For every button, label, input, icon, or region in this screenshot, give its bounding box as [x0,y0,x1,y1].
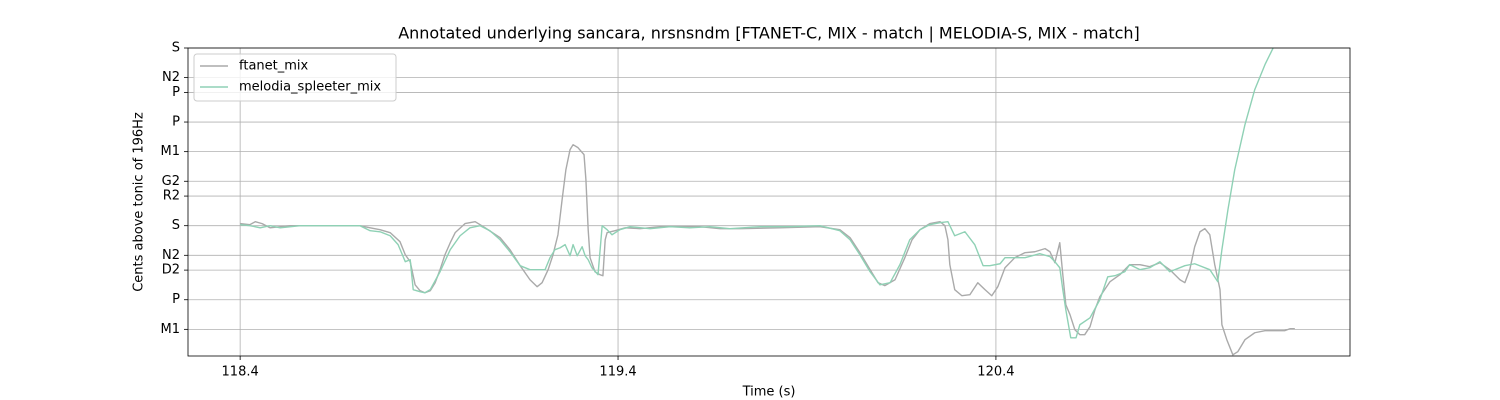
legend-frame [193,53,397,102]
y-tick-label: R2 [163,189,180,204]
x-tick-label: 119.4 [599,365,636,380]
y-axis-label: Cents above tonic of 196Hz [132,112,147,292]
legend-label: ftanet_mix [239,59,309,74]
series-line [240,143,1295,356]
x-tick-label: 118.4 [222,365,259,380]
y-tick-label: S [172,41,180,56]
legend-label: melodia_spleeter_mix [239,80,381,95]
y-tick-label: N2 [162,70,180,85]
y-tick-label: M1 [161,322,181,337]
y-tick-label: P [172,292,180,307]
series-line [240,48,1274,339]
plot-lines [240,48,1295,356]
y-tick-label: P [172,115,180,130]
y-tick-label: S [172,218,180,233]
y-tick-label: P [172,85,180,100]
y-tick-label: D2 [162,263,180,278]
y-tick-label: N2 [162,248,180,263]
x-tick-label: 120.4 [977,365,1014,380]
chart-title: Annotated underlying sancara, nrsnsndm [… [398,24,1140,43]
y-tick-label: M1 [161,144,181,159]
plot-frame [187,47,1351,357]
y-tick-label: G2 [162,174,180,189]
legend: ftanet_mix melodia_spleeter_mix [193,53,397,102]
x-axis-label: Time (s) [742,385,796,400]
